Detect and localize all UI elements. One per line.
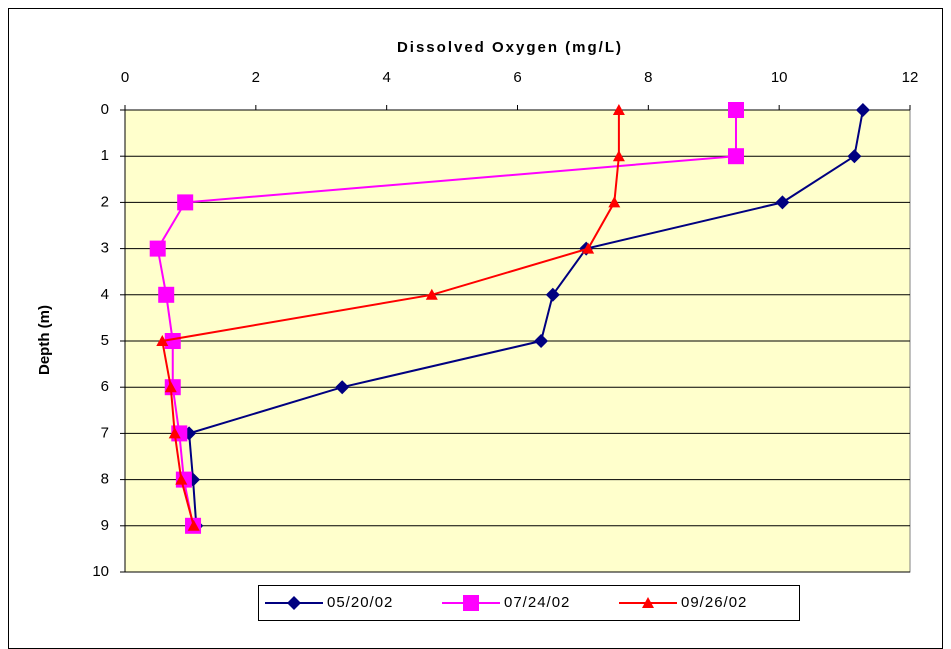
series (156, 104, 625, 531)
y-tick-label: 2 (101, 193, 109, 210)
x-tick-label: 10 (771, 69, 788, 86)
legend: 05/20/02 07/24/02 09/26/02 (258, 585, 800, 621)
point (847, 149, 862, 164)
point (545, 287, 560, 302)
series-line (156, 110, 737, 526)
chart-title: Dissolved Oxygen (mg/L) (397, 39, 623, 56)
legend-label: 05/20/02 (327, 594, 393, 611)
series-line (161, 110, 620, 527)
point (149, 240, 166, 257)
y-tick-label: 1 (101, 147, 109, 164)
y-axis-title: Depth (m) (36, 305, 53, 375)
series-line (188, 109, 864, 526)
point (727, 148, 744, 165)
point (164, 333, 181, 349)
point (335, 380, 350, 395)
x-tick-label: 6 (513, 69, 521, 86)
x-tick-label: 4 (382, 69, 390, 86)
y-tick-label: 5 (101, 332, 109, 349)
point (164, 381, 177, 393)
x-tick-label: 2 (252, 69, 260, 86)
y-tick-label: 6 (101, 378, 109, 395)
point (425, 288, 438, 300)
y-tick-label: 8 (101, 471, 109, 488)
point (775, 195, 790, 210)
legend-box (258, 585, 800, 621)
point (187, 519, 200, 531)
point (612, 104, 625, 115)
point (608, 196, 621, 208)
point (727, 102, 744, 118)
point (534, 334, 549, 348)
legend-label: 07/24/02 (504, 594, 570, 611)
x-tick-label: 12 (902, 69, 919, 86)
point (855, 103, 870, 117)
point (168, 427, 181, 439)
y-tick-label: 4 (101, 286, 109, 303)
point (156, 335, 169, 346)
point (582, 242, 595, 254)
point (177, 194, 194, 211)
legend-marker (463, 595, 479, 611)
point (175, 473, 188, 485)
y-tick-label: 3 (101, 240, 109, 257)
legend-label: 09/26/02 (681, 594, 747, 611)
x-tick-label: 0 (121, 69, 129, 86)
legend-marker (287, 596, 301, 610)
point (612, 150, 625, 162)
point (158, 286, 175, 303)
legend-marker (642, 597, 654, 608)
y-tick-label: 7 (101, 424, 109, 441)
y-tick-label: 9 (101, 517, 109, 534)
y-tick-label: 10 (92, 563, 109, 580)
x-tick-label: 8 (644, 69, 652, 86)
y-tick-label: 0 (101, 101, 109, 118)
